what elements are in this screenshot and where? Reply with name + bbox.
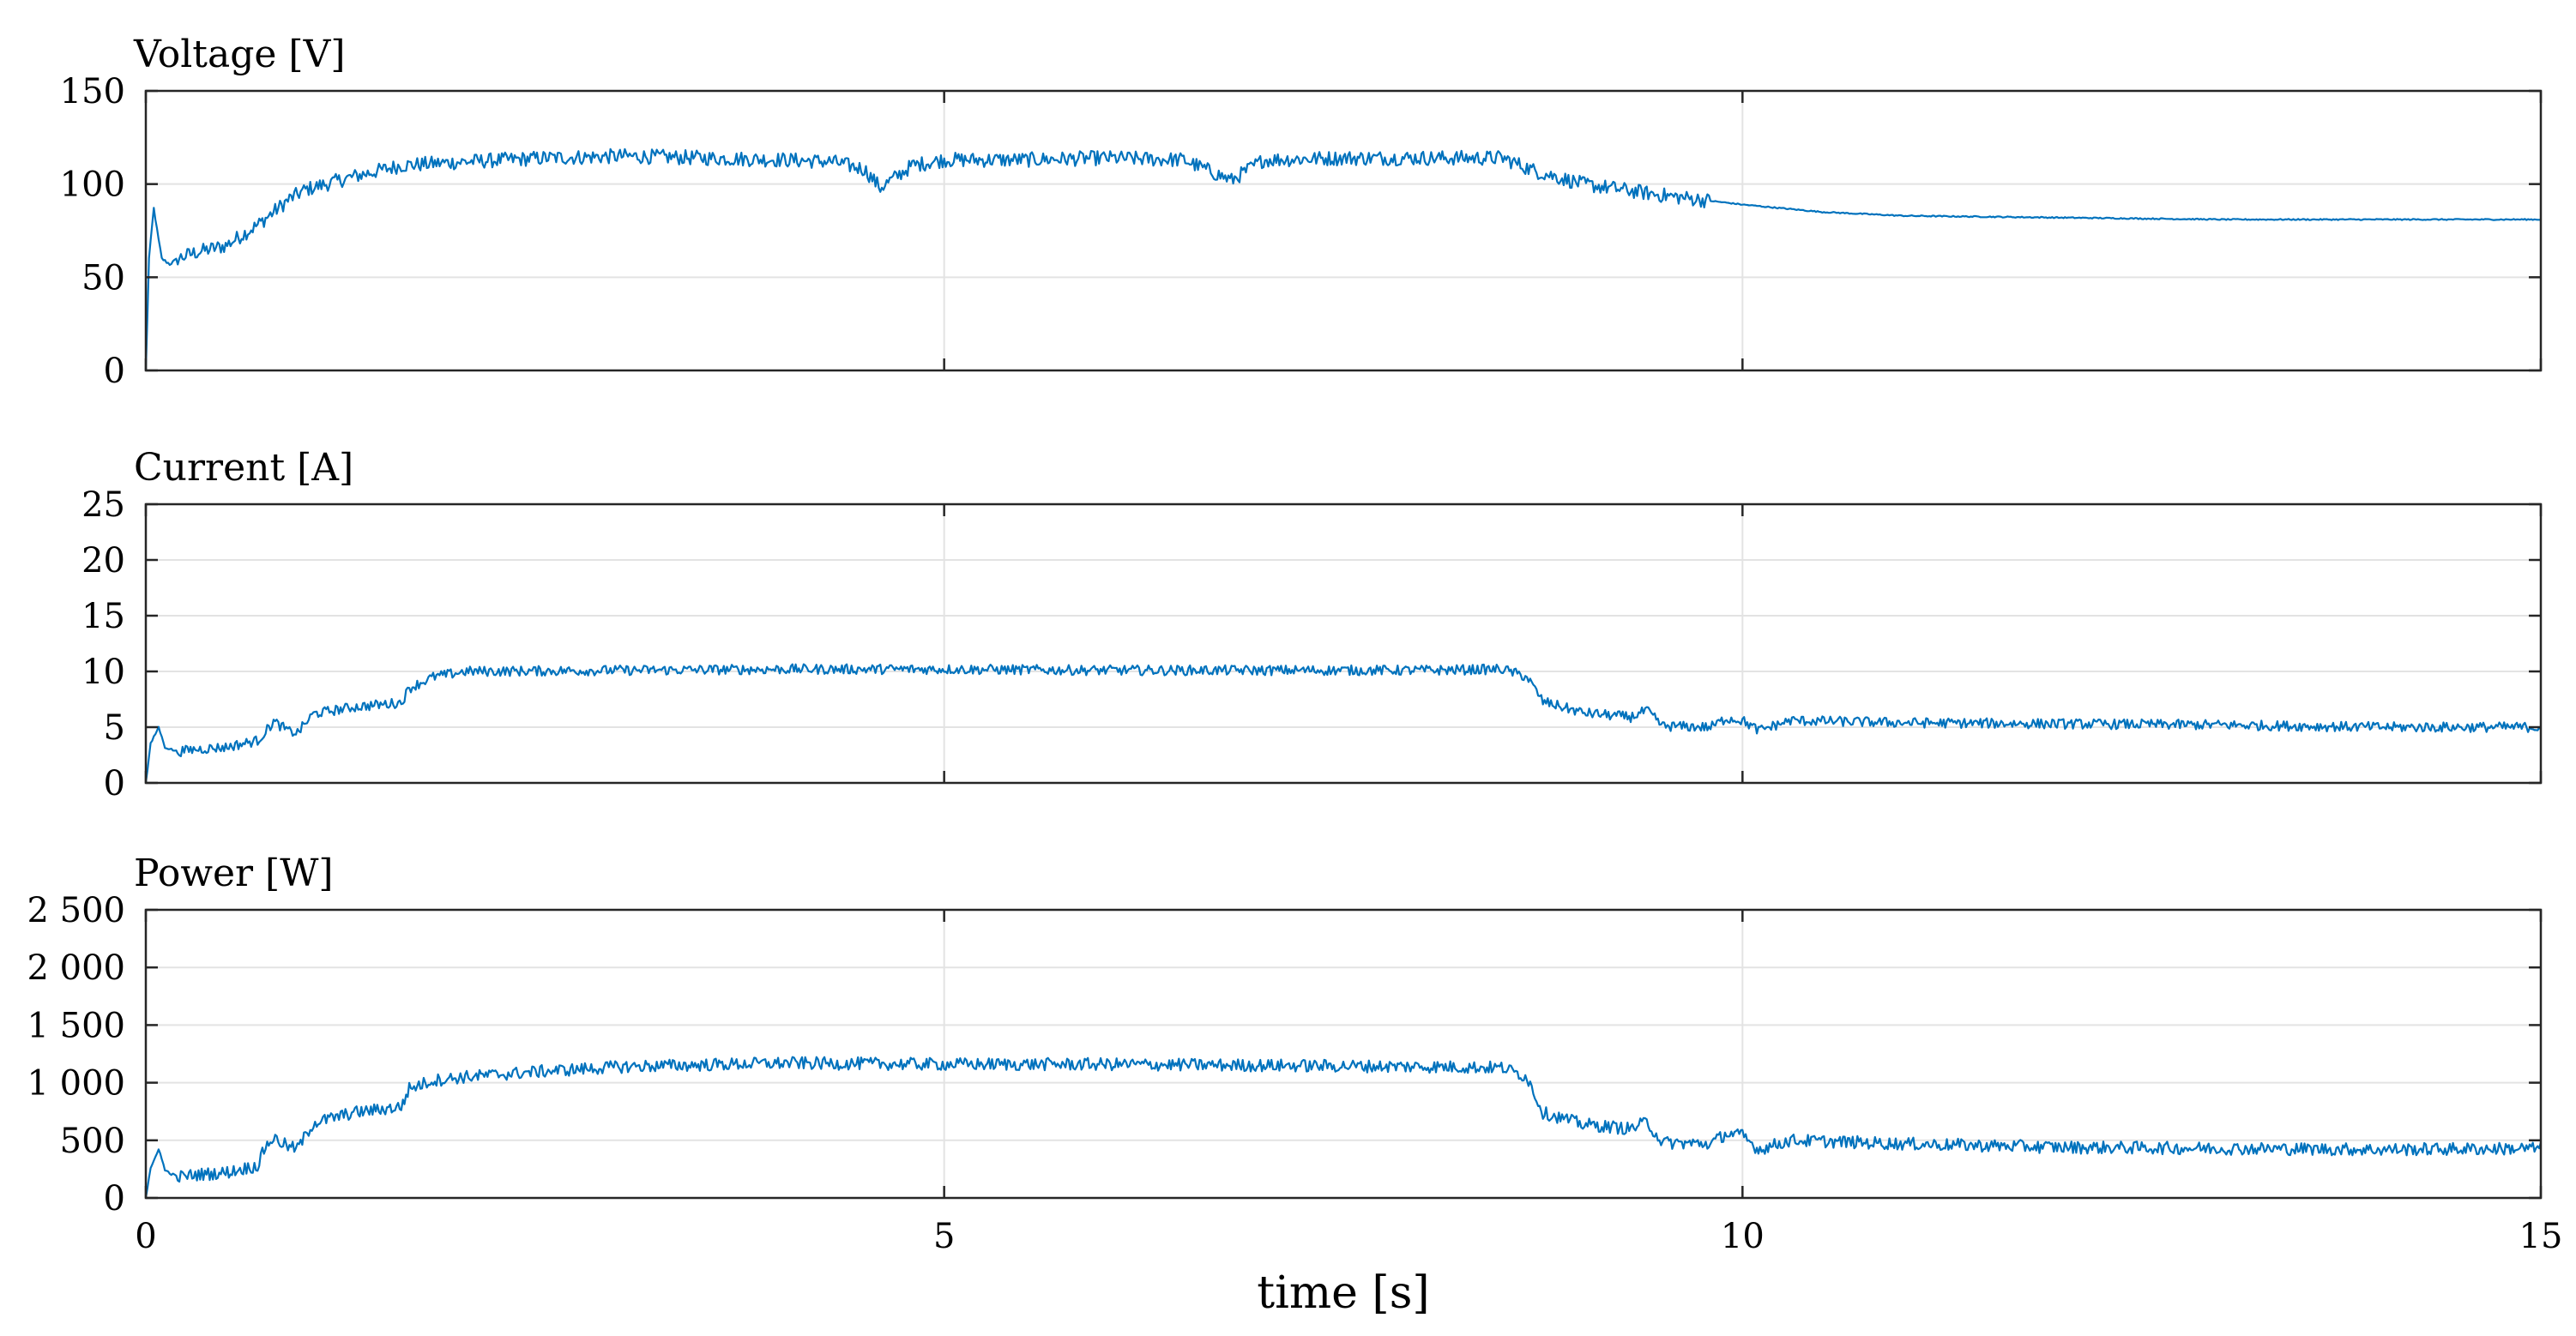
- x-tick-label: 10: [1721, 1217, 1765, 1256]
- current-panel: Current [A] 0 5 10 15 20 25: [81, 446, 2543, 803]
- power-y-tick-label: 2 500: [27, 891, 125, 930]
- power-series-line: [144, 1056, 2543, 1199]
- power-panel-title: Power [W]: [134, 852, 334, 895]
- voltage-series-line: [144, 147, 2542, 370]
- voltage-y-tick-label: 100: [60, 165, 125, 205]
- current-y-tick-label: 15: [81, 597, 125, 636]
- power-y-tick-label: 1 000: [27, 1064, 125, 1104]
- voltage-panel: Voltage [V] 0 50 100 150: [60, 33, 2543, 391]
- power-y-tick-label: 500: [60, 1122, 125, 1161]
- x-axis-label: time [s]: [1257, 1267, 1429, 1319]
- power-y-tick-label: 1 500: [27, 1006, 125, 1045]
- voltage-y-tick-label: 50: [81, 258, 125, 298]
- voltage-y-tick-label: 0: [104, 352, 125, 391]
- x-tick-labels: 0 5 10 15: [135, 1217, 2562, 1256]
- current-y-tick-label: 0: [104, 764, 125, 803]
- current-axes-box: [144, 503, 2543, 785]
- current-panel-title: Current [A]: [134, 446, 353, 490]
- current-y-tick-label: 25: [81, 485, 125, 525]
- current-y-tick-label: 20: [81, 541, 125, 581]
- x-tick-label: 15: [2519, 1217, 2563, 1256]
- voltage-y-tick-label: 150: [60, 72, 125, 111]
- power-y-tick-label: 0: [104, 1179, 125, 1219]
- current-y-tick-label: 10: [81, 653, 125, 692]
- voltage-panel-title: Voltage [V]: [133, 33, 346, 76]
- x-tick-label: 0: [135, 1217, 156, 1256]
- power-axes-box: [144, 908, 2543, 1200]
- current-y-tick-label: 5: [104, 708, 125, 748]
- x-tick-label: 5: [933, 1217, 955, 1256]
- current-series-line: [144, 663, 2542, 783]
- power-y-tick-label: 2 000: [27, 948, 125, 988]
- voltage-axes-box: [144, 89, 2543, 372]
- power-panel: Power [W] 0 500 1 000 1 500 2 000 2 500: [27, 852, 2543, 1219]
